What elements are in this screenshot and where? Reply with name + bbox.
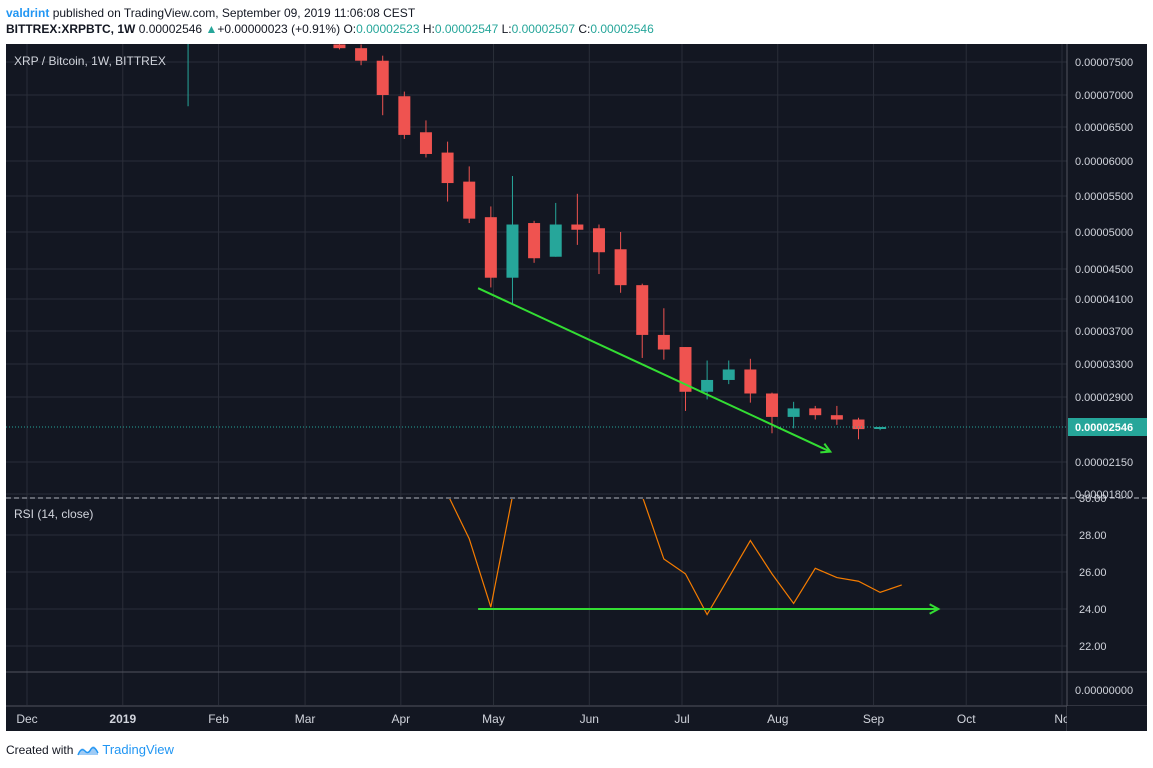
candle-body	[506, 224, 519, 278]
last-price: 0.00002546	[138, 22, 203, 36]
rsi-tick-label: 28.00	[1079, 530, 1107, 542]
high-value: 0.00002547	[434, 22, 499, 36]
close-value: 0.00002546	[590, 22, 654, 36]
footer: Created with TradingView	[6, 742, 174, 757]
candle-body	[376, 60, 389, 95]
time-tick-label: May	[482, 712, 505, 726]
time-tick-label: Dec	[16, 712, 37, 726]
time-tick-label: No	[1054, 712, 1070, 726]
candle-body	[852, 419, 865, 430]
price-tick-label: 0.00003700	[1075, 326, 1133, 338]
candle-body	[809, 408, 822, 416]
candle-body	[636, 285, 649, 335]
candle-body	[787, 408, 800, 417]
bottom-pane-axis-label: 0.00000000	[1075, 685, 1133, 697]
rsi-tick-label: 22.00	[1079, 641, 1107, 653]
candle-body	[874, 427, 887, 429]
time-tick-label: Sep	[863, 712, 885, 726]
price-trendline	[477, 287, 833, 454]
candle-body	[701, 379, 714, 392]
published-text: published on TradingView.com, September …	[52, 6, 416, 20]
symbol-label: BITTREX:XRPBTC, 1W	[6, 22, 136, 36]
time-tick-label: 2019	[109, 712, 136, 726]
time-tick-label: Oct	[957, 712, 976, 726]
time-tick-label: Jun	[580, 712, 599, 726]
candle-body	[765, 393, 778, 417]
candle-body	[441, 152, 454, 184]
low-label: L:	[501, 22, 512, 36]
pane-title: XRP / Bitcoin, 1W, BITTREX	[14, 54, 166, 68]
time-tick-label: Aug	[767, 712, 788, 726]
candle-body	[549, 224, 562, 257]
time-axis-corner	[1067, 706, 1147, 731]
rsi-line	[449, 499, 902, 616]
created-with-text: Created with	[6, 742, 74, 757]
price-tick-label: 0.00006500	[1075, 122, 1133, 134]
price-change: +0.00000023 (+0.91%)	[217, 22, 341, 36]
rsi-tick-label: 26.00	[1079, 567, 1107, 579]
low-value: 0.00002507	[511, 22, 576, 36]
price-trendline-line	[477, 287, 831, 453]
author-name[interactable]: valdrint	[6, 6, 50, 20]
publish-info: valdrint published on TradingView.com, S…	[6, 5, 415, 21]
tradingview-logo-icon	[77, 745, 100, 755]
time-tick-label: Jul	[674, 712, 689, 726]
last-price-badge	[1068, 418, 1147, 436]
rsi-trendline	[478, 603, 941, 615]
rsi-tick-label: 24.00	[1079, 604, 1107, 616]
time-tick-label: Mar	[295, 712, 316, 726]
high-label: H:	[422, 22, 435, 36]
price-tick-label: 0.00004500	[1075, 264, 1133, 276]
price-tick-label: 0.00005000	[1075, 227, 1133, 239]
price-tick-label: 0.00005500	[1075, 191, 1133, 203]
candle-body	[744, 369, 757, 394]
change-arrow: ▲	[205, 22, 218, 36]
price-trendline-arrowhead	[820, 443, 833, 454]
candle-body	[333, 44, 346, 49]
candle-body	[592, 228, 605, 253]
rsi-title: RSI (14, close)	[14, 507, 93, 521]
price-tick-label: 0.00003300	[1075, 359, 1133, 371]
rsi-tick-label: 30.00	[1079, 493, 1107, 505]
close-label: C:	[578, 22, 591, 36]
candle-body	[722, 369, 735, 380]
time-tick-label: Apr	[391, 712, 410, 726]
time-tick-label: Feb	[208, 712, 229, 726]
candle-body	[679, 347, 692, 392]
candle-body	[830, 415, 843, 420]
open-label: O:	[343, 22, 357, 36]
symbol-info: BITTREX:XRPBTC, 1W 0.00002546 ▲+0.000000…	[6, 21, 654, 37]
rsi-group	[449, 499, 902, 616]
price-tick-label: 0.00004100	[1075, 294, 1133, 306]
chart-background	[6, 44, 1147, 731]
candle-body	[355, 48, 368, 61]
candle-body	[484, 217, 497, 278]
candle-body	[571, 224, 584, 230]
price-tick-label: 0.00001800	[1075, 489, 1133, 501]
candle-body	[398, 96, 411, 135]
rsi-trendline-arrowhead	[929, 603, 941, 615]
candle-body	[463, 181, 476, 219]
tradingview-brand[interactable]: TradingView	[77, 742, 174, 757]
open-value: 0.00002523	[356, 22, 420, 36]
price-tick-label: 0.00007000	[1075, 90, 1133, 102]
price-tick-label: 0.00002900	[1075, 392, 1133, 404]
candle-body	[528, 223, 541, 259]
candle-body	[614, 249, 627, 286]
candle-body	[419, 132, 432, 154]
price-tick-label: 0.00002150	[1075, 457, 1133, 469]
candle-body	[182, 35, 194, 37]
price-tick-label: 0.00007500	[1075, 57, 1133, 69]
brand-name: TradingView	[102, 742, 174, 757]
last-price-label: 0.00002546	[1075, 422, 1133, 434]
price-tick-label: 0.00006000	[1075, 156, 1133, 168]
candle-body	[657, 334, 670, 350]
